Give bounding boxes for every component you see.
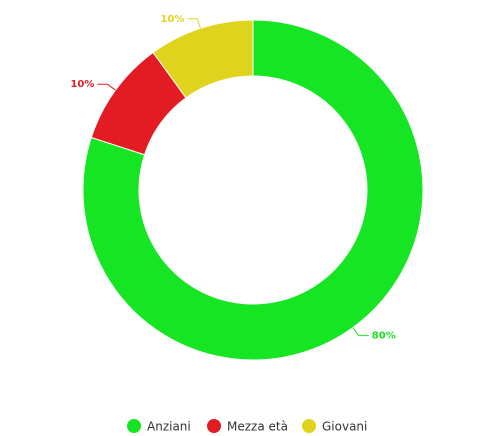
- leader-line: [352, 327, 369, 337]
- value-label: 80%: [372, 331, 396, 342]
- legend-marker: [302, 419, 316, 433]
- slice: [82, 19, 424, 361]
- legend-label[interactable]: Anziani: [147, 420, 191, 434]
- legend-marker: [127, 419, 141, 433]
- leader-line: [187, 18, 201, 29]
- value-label: 10%: [70, 79, 94, 90]
- legend-marker: [207, 419, 221, 433]
- legend-label[interactable]: Mezza età: [227, 420, 288, 434]
- leader-line: [97, 83, 116, 91]
- value-label: 10%: [160, 14, 184, 25]
- legend-label[interactable]: Giovani: [322, 420, 367, 434]
- slice: [152, 19, 254, 99]
